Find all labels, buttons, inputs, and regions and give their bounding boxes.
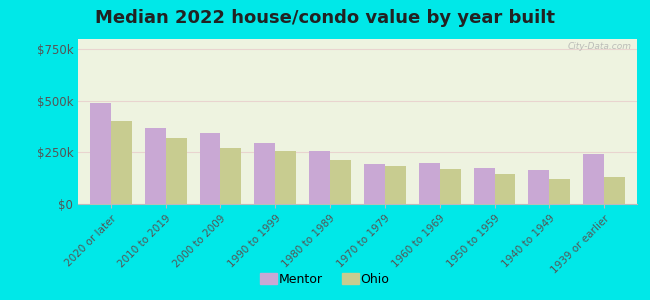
Bar — [604, 177, 625, 204]
Bar — [254, 143, 276, 204]
Bar — [364, 164, 385, 204]
Bar — [276, 152, 296, 204]
Bar — [166, 138, 187, 204]
Bar — [385, 166, 406, 204]
Text: City-Data.com: City-Data.com — [567, 42, 631, 51]
Bar — [145, 128, 166, 204]
Bar — [111, 122, 132, 204]
Bar — [330, 160, 351, 204]
Bar — [549, 179, 570, 204]
Bar — [474, 168, 495, 204]
Bar — [439, 169, 461, 204]
Legend: Mentor, Ohio: Mentor, Ohio — [255, 268, 395, 291]
Text: Median 2022 house/condo value by year built: Median 2022 house/condo value by year bu… — [95, 9, 555, 27]
Bar — [419, 163, 439, 204]
Bar — [583, 154, 604, 204]
Bar — [528, 170, 549, 204]
Bar — [495, 174, 515, 204]
Bar — [200, 133, 220, 204]
Bar — [309, 152, 330, 204]
Bar — [90, 103, 111, 204]
Bar — [220, 148, 241, 204]
